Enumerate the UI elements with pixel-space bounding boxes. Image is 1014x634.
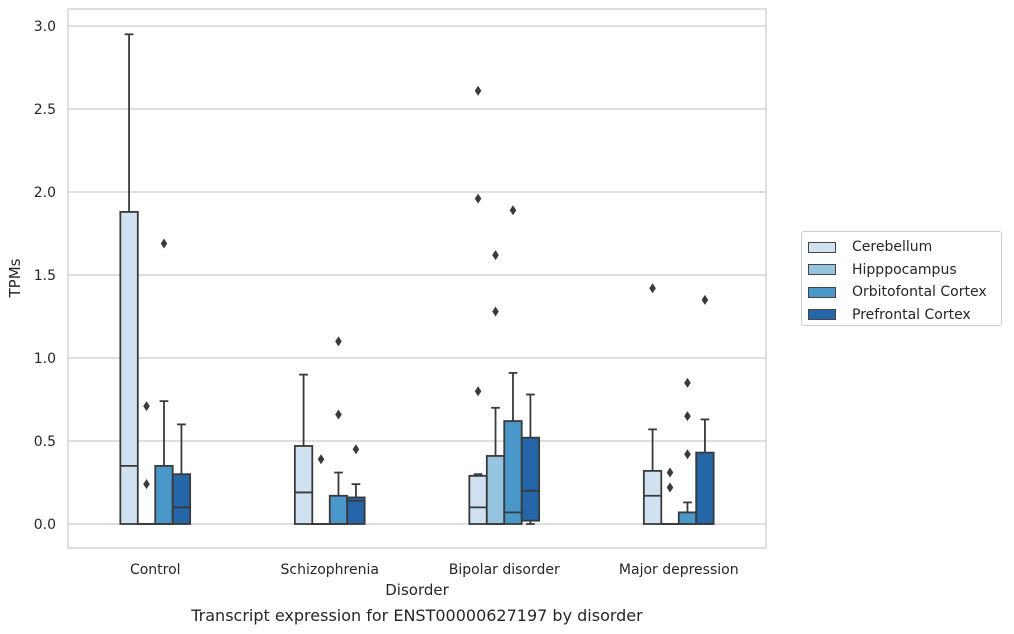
box-prefrontal-cortex xyxy=(171,423,192,525)
y-tick-label: 0.0 xyxy=(34,517,56,533)
box xyxy=(346,496,366,525)
outlier-marker xyxy=(684,449,691,460)
box xyxy=(119,211,139,525)
box-hipppocampus xyxy=(136,401,157,526)
box xyxy=(171,473,192,525)
box-plot-area xyxy=(119,33,715,526)
box-hipppocampus xyxy=(311,454,331,526)
x-tick-label: Bipolar disorder xyxy=(449,562,560,578)
outlier-marker xyxy=(649,283,656,294)
box-prefrontal-cortex xyxy=(520,393,541,525)
outlier-marker xyxy=(474,193,482,204)
outlier-marker xyxy=(492,250,499,261)
y-tick-label: 0.5 xyxy=(34,434,56,450)
box-cerebellum xyxy=(642,283,663,525)
x-tick-label: Control xyxy=(130,562,181,578)
box-cerebellum xyxy=(468,85,488,525)
legend-label: Prefrontal Cortex xyxy=(852,306,971,323)
outlier-marker xyxy=(474,85,482,96)
legend-label: Cerebellum xyxy=(852,239,933,256)
outlier-marker xyxy=(474,386,482,397)
box xyxy=(677,511,698,525)
outlier-marker xyxy=(143,479,150,490)
outlier-marker xyxy=(352,444,360,455)
y-tick-label: 3.0 xyxy=(34,19,56,35)
box xyxy=(154,464,174,525)
outlier-marker xyxy=(335,336,342,347)
box xyxy=(520,436,541,522)
outlier-marker xyxy=(684,411,691,422)
outlier-marker xyxy=(160,238,168,249)
outlier-marker xyxy=(492,306,499,317)
box xyxy=(468,474,488,525)
y-tick-label: 2.0 xyxy=(34,185,56,201)
box xyxy=(328,494,349,525)
box-hipppocampus xyxy=(485,250,506,525)
box-orbitofontal-cortex xyxy=(677,377,698,525)
legend-swatch xyxy=(808,286,836,298)
legend-item: Cerebellum xyxy=(802,236,1001,259)
y-axis-label: TPMs xyxy=(6,258,24,298)
legend-label: Orbitofontal Cortex xyxy=(852,284,987,301)
box-orbitofontal-cortex xyxy=(328,336,349,525)
box-cerebellum xyxy=(293,373,314,525)
plot-frame xyxy=(67,8,767,549)
chart-caption: Transcript expression for ENST0000062719… xyxy=(191,606,643,625)
y-tick-label: 1.0 xyxy=(34,351,56,367)
outlier-marker xyxy=(317,454,325,465)
legend-swatch xyxy=(808,264,836,276)
grid-lines xyxy=(68,25,766,525)
box-orbitofontal-cortex xyxy=(154,238,174,525)
box-cerebellum xyxy=(119,33,139,525)
x-tick-label: Schizophrenia xyxy=(281,562,379,578)
box xyxy=(695,451,715,525)
outlier-marker xyxy=(509,205,517,216)
box xyxy=(642,469,663,525)
outlier-marker xyxy=(666,467,674,478)
outlier-marker xyxy=(335,409,342,420)
box-orbitofontal-cortex xyxy=(503,205,523,525)
box xyxy=(485,455,506,525)
box-hipppocampus xyxy=(660,467,680,526)
legend-swatch xyxy=(808,241,836,253)
y-tick-label: 1.5 xyxy=(34,268,56,284)
legend-item: Hipppocampus xyxy=(802,259,1001,282)
x-tick-label: Major depression xyxy=(619,562,739,578)
outlier-marker xyxy=(701,294,709,305)
outlier-marker xyxy=(684,377,691,388)
box-prefrontal-cortex xyxy=(695,294,715,525)
x-axis-label: Disorder xyxy=(385,581,449,599)
y-axis-ticks: 0.0 0.5 1.0 1.5 2.0 2.5 3.0 xyxy=(34,19,56,533)
outlier-marker xyxy=(666,482,674,493)
legend: Cerebellum Hipppocampus Orbitofontal Corte… xyxy=(801,231,1002,326)
box-prefrontal-cortex xyxy=(346,444,366,525)
x-axis-ticks: Control Schizophrenia Bipolar disorder Majo… xyxy=(130,562,739,578)
outlier-marker xyxy=(143,401,150,412)
legend-swatch xyxy=(808,309,836,321)
legend-item: Prefrontal Cortex xyxy=(802,304,1001,327)
y-tick-label: 2.5 xyxy=(34,102,56,118)
box xyxy=(293,445,314,525)
box xyxy=(503,420,523,525)
legend-label: Hipppocampus xyxy=(852,261,957,278)
legend-item: Orbitofontal Cortex xyxy=(802,281,1001,304)
